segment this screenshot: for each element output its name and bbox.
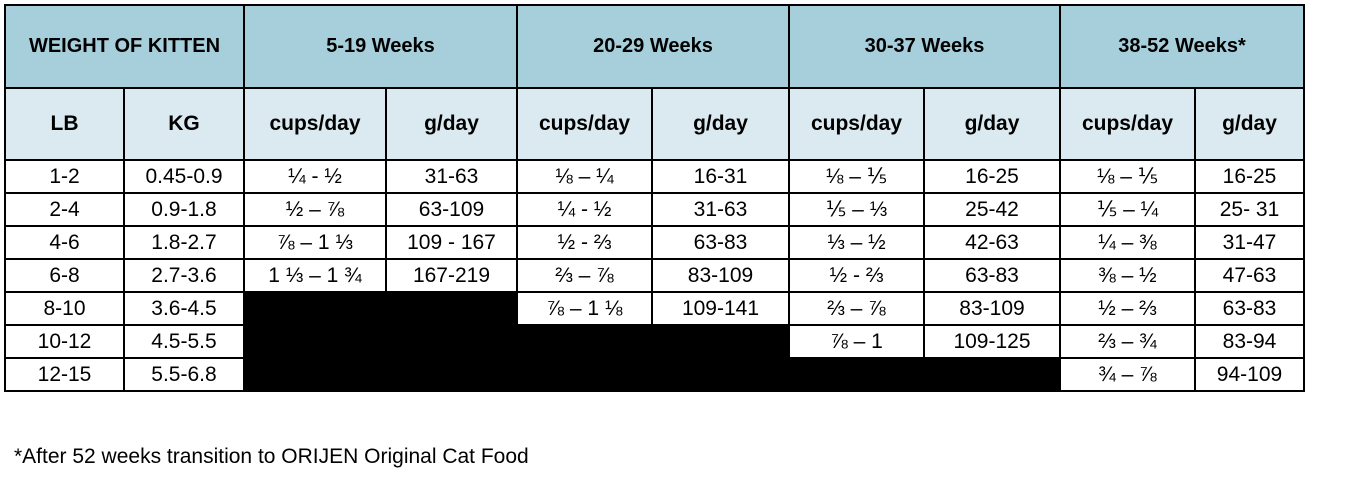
column-header: g/day <box>385 87 518 161</box>
column-header: KG <box>123 87 245 161</box>
table-row: 10-12 4.5-5.5 ⅞ – 1 109-125 ⅔ – ¾ 83-94 <box>4 324 1305 359</box>
column-header: cups/day <box>516 87 653 161</box>
table-cell: 109-141 <box>651 291 790 326</box>
column-header: cups/day <box>243 87 387 161</box>
header-age-group: 5-19 Weeks <box>243 4 518 89</box>
table-cell: ¼ - ½ <box>516 192 653 227</box>
column-header: cups/day <box>1059 87 1196 161</box>
header-age-group: 20-29 Weeks <box>516 4 790 89</box>
unavailable-cell <box>516 357 653 392</box>
table-cell: 31-63 <box>385 159 518 194</box>
column-header: g/day <box>1194 87 1305 161</box>
header-column-row: LB KG cups/day g/day cups/day g/day cups… <box>4 87 1305 161</box>
header-age-group: 38-52 Weeks* <box>1059 4 1305 89</box>
table-cell: 83-109 <box>923 291 1061 326</box>
unavailable-cell <box>516 324 653 359</box>
table-cell: 12-15 <box>4 357 125 392</box>
table-cell: 1.8-2.7 <box>123 225 245 260</box>
table-cell: 63-83 <box>923 258 1061 293</box>
unavailable-cell <box>651 357 790 392</box>
column-header: LB <box>4 87 125 161</box>
table-cell: ⅓ – ½ <box>788 225 925 260</box>
table-cell: 16-25 <box>923 159 1061 194</box>
unavailable-cell <box>385 357 518 392</box>
unavailable-cell <box>923 357 1061 392</box>
table-cell: 25- 31 <box>1194 192 1305 227</box>
table-cell: 83-109 <box>651 258 790 293</box>
table-cell: 83-94 <box>1194 324 1305 359</box>
table-cell: 0.9-1.8 <box>123 192 245 227</box>
footnote: *After 52 weeks transition to ORIJEN Ori… <box>14 445 529 468</box>
table-cell: 31-63 <box>651 192 790 227</box>
table-cell: 47-63 <box>1194 258 1305 293</box>
table-body: 1-2 0.45-0.9 ¼ - ½ 31-63 ⅛ – ¼ 16-31 ⅛ – ⅕ 16-2… <box>4 159 1305 392</box>
table-row: 4-6 1.8-2.7 ⅞ – 1 ⅓ 109 - 167 ½ - ⅔ 63-83 ⅓ – … <box>4 225 1305 260</box>
table-cell: 42-63 <box>923 225 1061 260</box>
table-row: 1-2 0.45-0.9 ¼ - ½ 31-63 ⅛ – ¼ 16-31 ⅛ – ⅕ 16-2… <box>4 159 1305 194</box>
table-cell: ½ - ⅔ <box>516 225 653 260</box>
column-header: cups/day <box>788 87 925 161</box>
table-cell: ¼ - ½ <box>243 159 387 194</box>
table-cell: ⅛ – ⅕ <box>788 159 925 194</box>
header-weight-of-kitten: WEIGHT OF KITTEN <box>4 4 245 89</box>
kitten-feeding-table: WEIGHT OF KITTEN 5-19 Weeks 20-29 Weeks … <box>4 4 1305 392</box>
unavailable-cell <box>243 324 387 359</box>
column-header: g/day <box>923 87 1061 161</box>
table-cell: ½ – ⅞ <box>243 192 387 227</box>
table-cell: ⅞ – 1 ⅛ <box>516 291 653 326</box>
table-cell: 16-25 <box>1194 159 1305 194</box>
table-cell: ¼ – ⅜ <box>1059 225 1196 260</box>
table-cell: 63-83 <box>1194 291 1305 326</box>
unavailable-cell <box>385 291 518 326</box>
table-cell: 4.5-5.5 <box>123 324 245 359</box>
unavailable-cell <box>243 357 387 392</box>
unavailable-cell <box>788 357 925 392</box>
table-cell: 16-31 <box>651 159 790 194</box>
unavailable-cell <box>243 291 387 326</box>
table-cell: 109 - 167 <box>385 225 518 260</box>
table-cell: 167-219 <box>385 258 518 293</box>
table-cell: 63-83 <box>651 225 790 260</box>
table-cell: ⅞ – 1 <box>788 324 925 359</box>
table-cell: ⅔ – ¾ <box>1059 324 1196 359</box>
table-cell: 63-109 <box>385 192 518 227</box>
table-cell: ⅞ – 1 ⅓ <box>243 225 387 260</box>
table-cell: 5.5-6.8 <box>123 357 245 392</box>
table-cell: 94-109 <box>1194 357 1305 392</box>
table-cell: 8-10 <box>4 291 125 326</box>
table-cell: 1-2 <box>4 159 125 194</box>
unavailable-cell <box>385 324 518 359</box>
table-cell: 10-12 <box>4 324 125 359</box>
unavailable-cell <box>651 324 790 359</box>
table-row: 2-4 0.9-1.8 ½ – ⅞ 63-109 ¼ - ½ 31-63 ⅕ – ⅓ 25-4… <box>4 192 1305 227</box>
table-cell: ⅕ – ⅓ <box>788 192 925 227</box>
table-row: 12-15 5.5-6.8 ¾ – ⅞ 94-109 <box>4 357 1305 392</box>
header-group-row: WEIGHT OF KITTEN 5-19 Weeks 20-29 Weeks … <box>4 4 1305 89</box>
table-cell: ¾ – ⅞ <box>1059 357 1196 392</box>
table-cell: ⅛ – ¼ <box>516 159 653 194</box>
table-cell: 2-4 <box>4 192 125 227</box>
header-age-group: 30-37 Weeks <box>788 4 1061 89</box>
table-cell: 6-8 <box>4 258 125 293</box>
table-cell: 3.6-4.5 <box>123 291 245 326</box>
table-row: 6-8 2.7-3.6 1 ⅓ – 1 ¾ 167-219 ⅔ – ⅞ 83-109 ½ -… <box>4 258 1305 293</box>
table-cell: ⅜ – ½ <box>1059 258 1196 293</box>
table-cell: ⅛ – ⅕ <box>1059 159 1196 194</box>
table-cell: 1 ⅓ – 1 ¾ <box>243 258 387 293</box>
table-cell: ⅕ – ¼ <box>1059 192 1196 227</box>
table-cell: 31-47 <box>1194 225 1305 260</box>
column-header: g/day <box>651 87 790 161</box>
table-cell: 0.45-0.9 <box>123 159 245 194</box>
table-cell: 2.7-3.6 <box>123 258 245 293</box>
table-cell: ⅔ – ⅞ <box>788 291 925 326</box>
table-cell: ½ – ⅔ <box>1059 291 1196 326</box>
table-cell: 25-42 <box>923 192 1061 227</box>
table-cell: ⅔ – ⅞ <box>516 258 653 293</box>
table-cell: ½ - ⅔ <box>788 258 925 293</box>
table-cell: 109-125 <box>923 324 1061 359</box>
table-row: 8-10 3.6-4.5 ⅞ – 1 ⅛ 109-141 ⅔ – ⅞ 83-109 ½ – … <box>4 291 1305 326</box>
table-cell: 4-6 <box>4 225 125 260</box>
